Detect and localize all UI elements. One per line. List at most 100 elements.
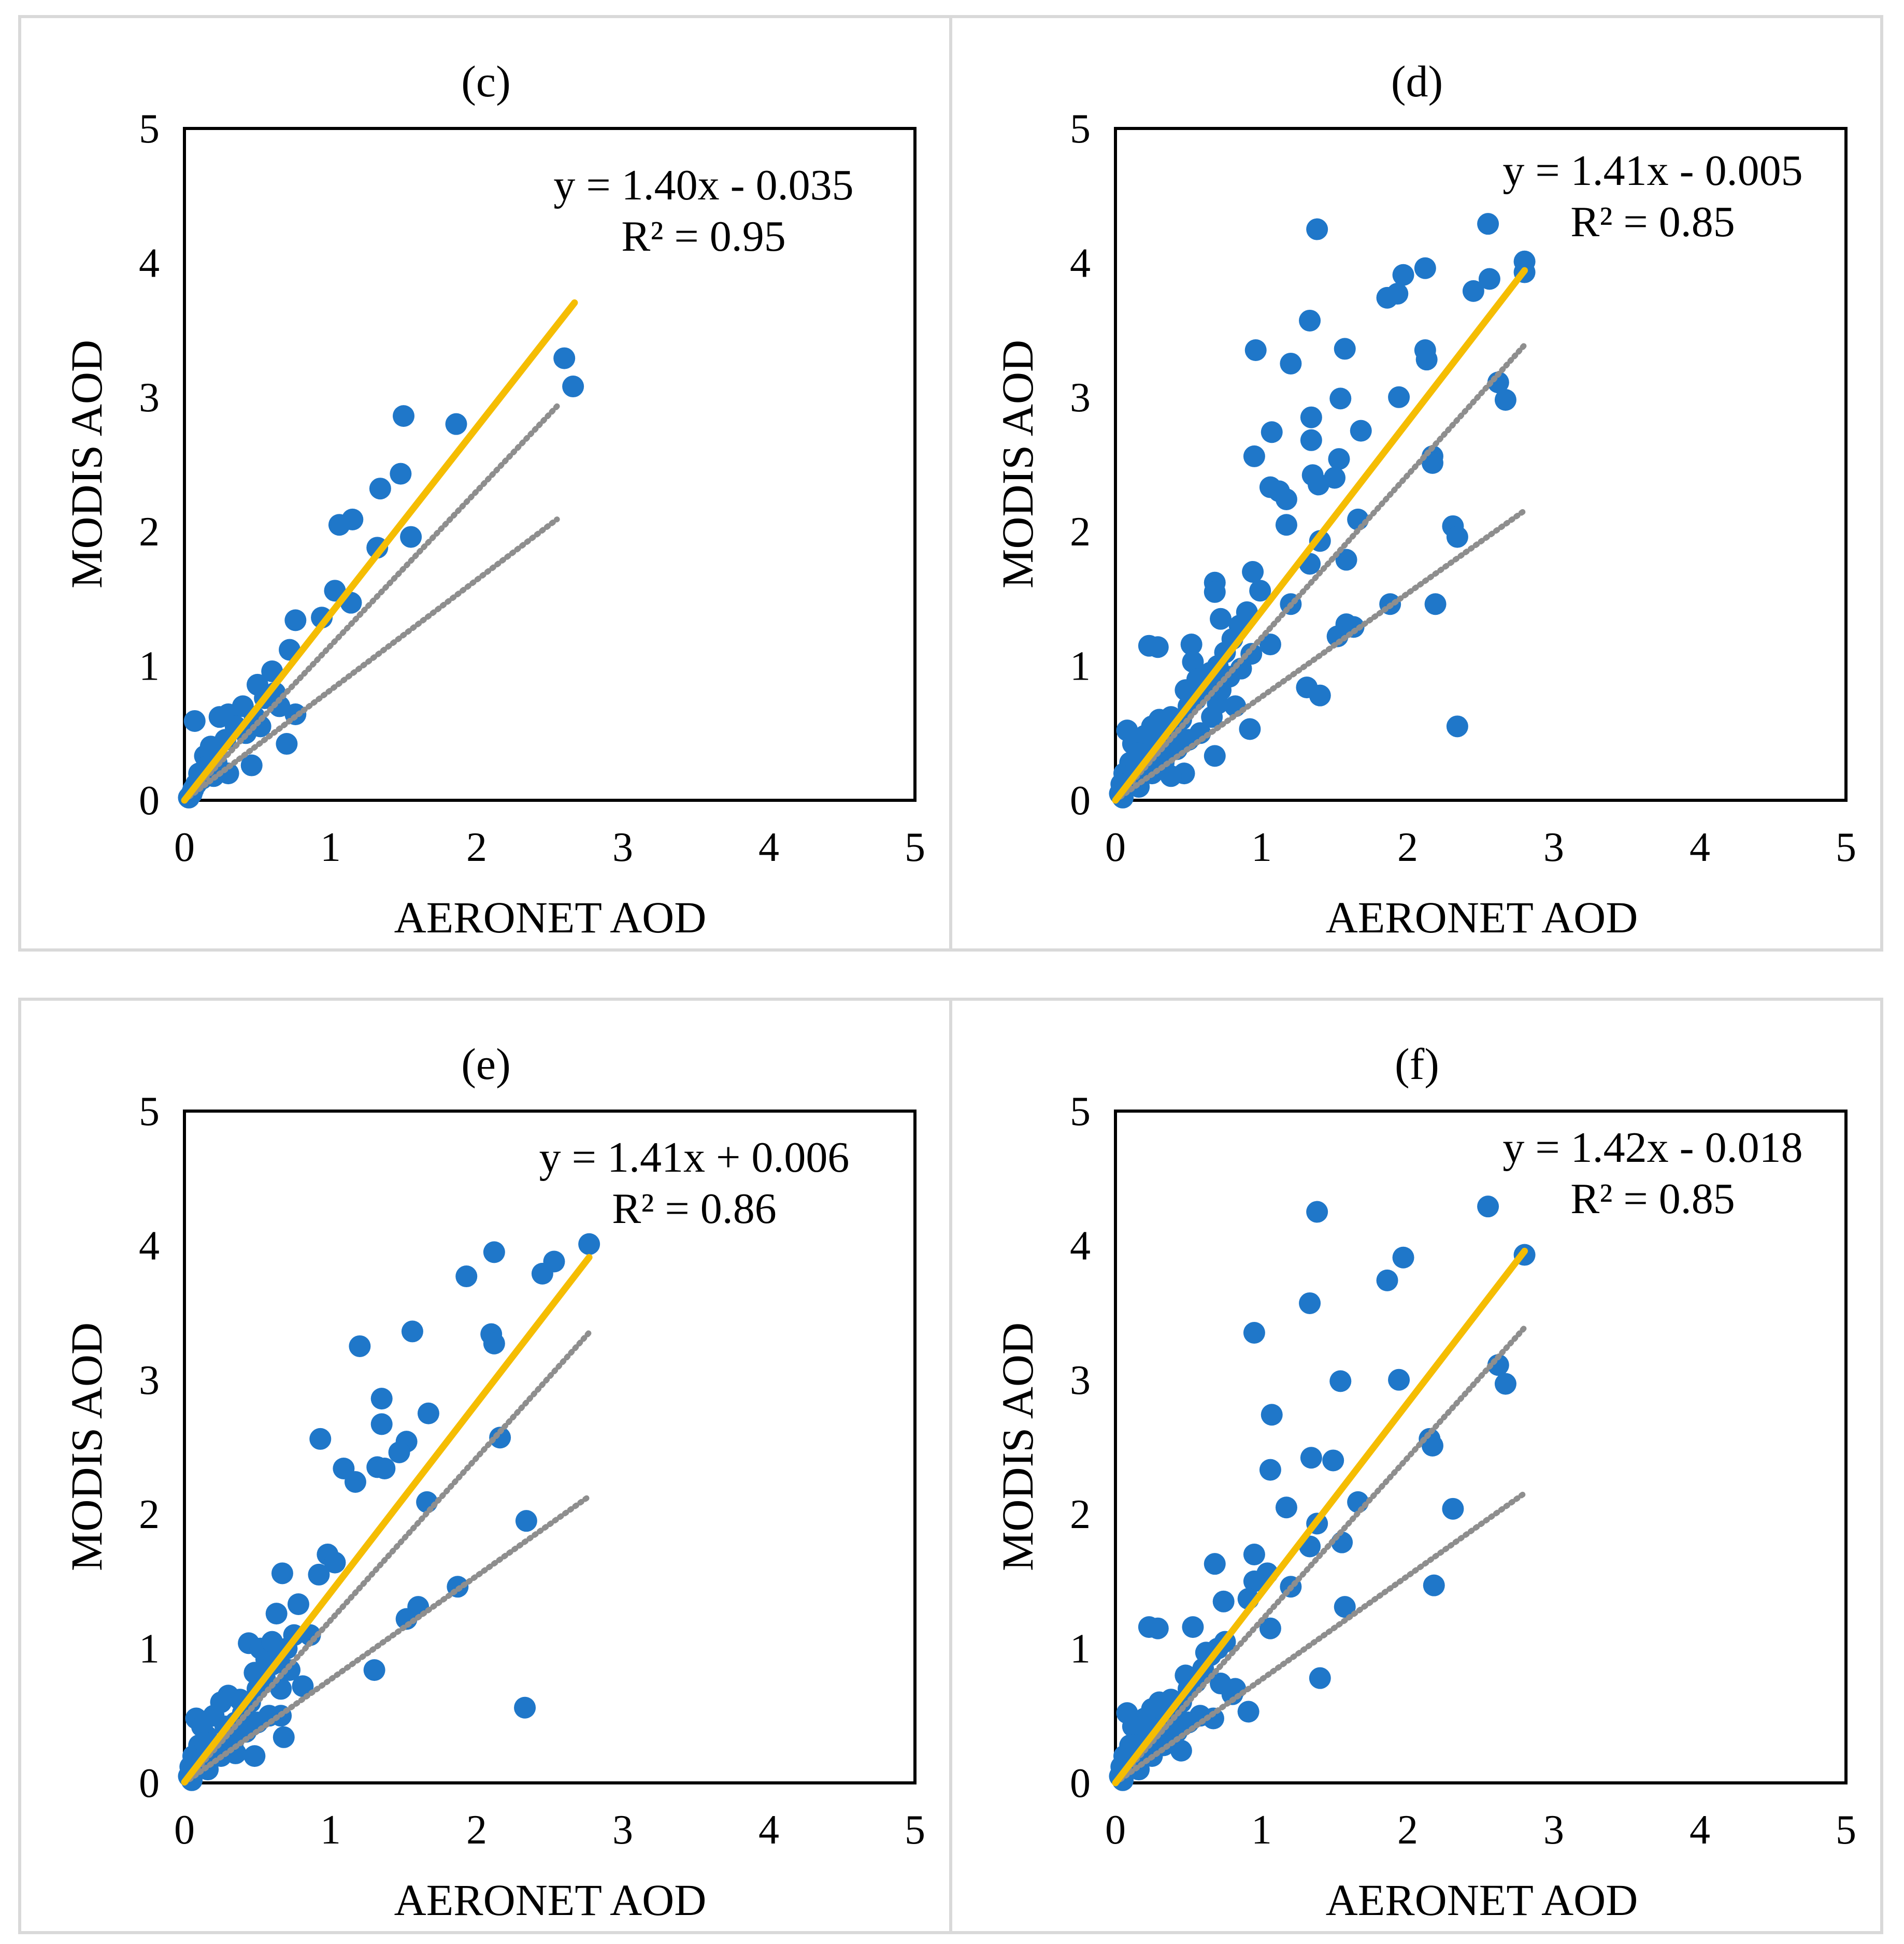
data-point xyxy=(1415,349,1438,371)
x-tick-label: 4 xyxy=(1690,1807,1710,1853)
panel-e: (e) 0 1 2 3 4 5 0 1 2 3 4 5 y = 1.41x + 0.006 R² =… xyxy=(18,998,952,1934)
data-point xyxy=(1259,1459,1281,1481)
panel-c: (c) 0 1 2 3 4 5 0 1 2 3 4 5 y = 1.40x - 0.035 R² =… xyxy=(18,15,952,952)
data-point xyxy=(1170,1739,1192,1762)
data-point xyxy=(1299,309,1321,332)
data-point xyxy=(1334,1596,1356,1618)
x-tick-label: 2 xyxy=(466,1807,487,1853)
x-tick-label: 4 xyxy=(1690,825,1710,870)
data-point xyxy=(1388,1369,1410,1391)
data-point xyxy=(1147,1617,1169,1639)
data-point xyxy=(1329,387,1352,410)
data-point xyxy=(1423,1574,1445,1596)
x-axis-label: AERONET AOD xyxy=(1326,1875,1638,1925)
plot-marks xyxy=(1109,213,1536,809)
plot-area xyxy=(1114,1110,1848,1784)
data-point xyxy=(1414,257,1436,279)
x-tick-labels: 0 1 2 3 4 5 xyxy=(174,825,925,870)
reference-line xyxy=(181,516,560,803)
x-tick-label: 3 xyxy=(612,825,633,870)
y-tick-label: 2 xyxy=(139,1492,160,1537)
y-tick-labels: 0 1 2 3 4 5 xyxy=(139,106,160,824)
data-point xyxy=(1259,633,1281,656)
x-tick-label: 3 xyxy=(612,1807,633,1853)
x-tick-label: 5 xyxy=(1836,825,1856,870)
x-tick-label: 1 xyxy=(320,1807,341,1853)
reference-line xyxy=(1112,342,1528,803)
x-tick-labels: 0 1 2 3 4 5 xyxy=(1105,1807,1856,1853)
fit-line xyxy=(181,299,578,804)
data-point xyxy=(1275,514,1297,536)
x-tick-label: 5 xyxy=(905,1807,925,1853)
data-point xyxy=(1334,338,1356,360)
y-tick-label: 5 xyxy=(139,106,160,152)
y-tick-label: 5 xyxy=(1070,1089,1091,1134)
y-tick-label: 2 xyxy=(1070,509,1091,555)
y-tick-label: 1 xyxy=(1070,1626,1091,1672)
data-point xyxy=(1261,1404,1283,1426)
x-tick-label: 1 xyxy=(1251,825,1272,870)
x-tick-label: 2 xyxy=(466,825,487,870)
data-point xyxy=(1300,406,1322,428)
y-tick-label: 4 xyxy=(139,1223,160,1269)
x-tick-label: 2 xyxy=(1397,1807,1418,1853)
y-tick-label: 4 xyxy=(1070,1223,1091,1269)
data-point xyxy=(553,347,576,369)
data-point xyxy=(390,463,412,485)
data-point xyxy=(1494,1373,1516,1395)
r-squared: R² = 0.85 xyxy=(1570,1175,1735,1223)
data-point xyxy=(1446,526,1468,548)
y-tick-label: 1 xyxy=(139,1626,160,1672)
data-point xyxy=(1421,452,1443,474)
plot-marks xyxy=(1109,1196,1536,1791)
data-point xyxy=(1280,352,1302,375)
panel-title: (c) xyxy=(461,56,510,106)
x-tick-labels: 0 1 2 3 4 5 xyxy=(174,1807,925,1853)
data-point xyxy=(400,526,422,548)
x-tick-label: 4 xyxy=(758,1807,779,1853)
panel-title: (e) xyxy=(461,1039,510,1089)
x-tick-label: 0 xyxy=(174,825,195,870)
data-point xyxy=(344,1471,366,1493)
data-point xyxy=(1182,651,1204,673)
data-point xyxy=(1261,421,1283,443)
y-tick-labels: 0 1 2 3 4 5 xyxy=(139,1089,160,1806)
data-point xyxy=(531,1262,553,1285)
data-point xyxy=(1388,386,1410,408)
data-point xyxy=(240,754,263,776)
y-tick-label: 3 xyxy=(1070,375,1091,421)
data-point xyxy=(1442,1497,1464,1520)
panel-title: (f) xyxy=(1395,1039,1439,1089)
data-point xyxy=(1243,1544,1265,1566)
data-point xyxy=(1326,625,1349,647)
x-tick-label: 0 xyxy=(1105,825,1126,870)
data-point xyxy=(1243,1570,1265,1592)
data-point xyxy=(401,1320,423,1343)
data-point xyxy=(1275,488,1297,510)
y-tick-label: 0 xyxy=(139,1761,160,1806)
panel-f: (f) 0 1 2 3 4 5 0 1 2 3 4 5 y = 1.42x - 0.018 R² =… xyxy=(949,998,1883,1934)
data-point xyxy=(1322,1449,1344,1472)
y-tick-label: 0 xyxy=(1070,1761,1091,1806)
data-point xyxy=(284,609,307,631)
data-point xyxy=(1376,1269,1398,1291)
data-point xyxy=(1386,283,1409,305)
data-point xyxy=(309,1428,332,1450)
data-point xyxy=(363,1659,385,1681)
data-point xyxy=(308,1563,330,1586)
y-tick-label: 2 xyxy=(1070,1492,1091,1537)
y-tick-labels: 0 1 2 3 4 5 xyxy=(1070,1089,1091,1806)
data-point xyxy=(370,1413,393,1435)
data-point xyxy=(1237,1701,1259,1723)
reference-line xyxy=(181,403,560,803)
data-point xyxy=(1306,1201,1328,1223)
data-point xyxy=(393,405,414,427)
data-point xyxy=(1243,445,1265,467)
data-point xyxy=(273,1726,295,1748)
data-point xyxy=(417,1402,439,1424)
data-point xyxy=(1462,280,1484,302)
y-tick-label: 0 xyxy=(1070,778,1091,824)
data-point xyxy=(483,1241,505,1263)
reference-line xyxy=(1112,1324,1528,1786)
